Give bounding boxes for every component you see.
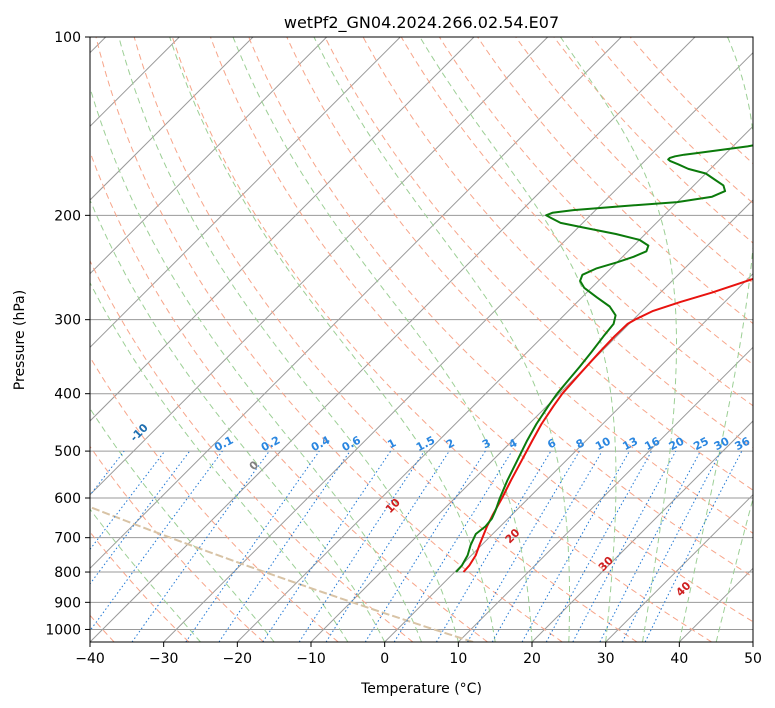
mixing-ratio-label: 16 [643,434,663,453]
dry-adiabat-line [591,37,753,204]
x-tick-label: −20 [223,651,253,667]
x-tick-label: −10 [296,651,326,667]
dry-adiabat-line [400,37,753,407]
dry-adiabat-line [171,37,712,642]
moist-adiabat-line [90,198,386,642]
isotherm-line [90,37,401,349]
isotherm-line [384,272,753,642]
boundary-curve [90,505,474,642]
y-tick-label: 700 [54,531,81,547]
dewpoint-profile-line [455,144,753,573]
x-axis: −40 −30 −20 −10 0 10 20 30 40 50 [75,642,762,667]
moist-adiabat-line [559,37,677,642]
mixing-ratio-line [521,450,630,642]
x-tick-label: 40 [670,651,688,667]
moist-adiabat-line [169,37,496,642]
mixing-ratio-label: 13 [620,435,640,454]
mixing-ratio-line [131,450,270,642]
y-tick-label: 400 [54,387,81,403]
sounding-series [455,144,753,573]
dry-adiabat-line [95,37,563,642]
moist-adiabat-line [90,281,349,642]
y-axis-title: Pressure (hPa) [12,290,28,390]
y-tick-label: 300 [54,313,81,329]
chart-title: wetPf2_GN04.2024.266.02.54.E07 [284,13,559,33]
plot-frame [89,36,754,643]
y-axis: 100 200 300 400 500 600 700 800 900 1000 [45,30,90,638]
dry-adiabat-line [248,37,753,578]
x-tick-label: 0 [380,651,389,667]
y-tick-label: 100 [54,30,81,46]
mixing-ratio-label: 20 [667,434,687,453]
mixing-ratio-line [90,450,166,551]
dry-adiabat-line [515,37,753,284]
mixing-ratio-label: 10 [593,434,613,453]
mixing-ratio-label: 36 [733,434,753,453]
mixing-ratio-label: 25 [691,435,711,454]
mixing-ratio-label: 30 [712,434,732,453]
x-tick-label: −40 [75,651,105,667]
y-tick-label: 900 [54,595,81,611]
mixing-ratio-line [262,450,392,642]
mixing-ratio-line [393,450,513,642]
x-axis-title: Temperature (°C) [360,681,482,697]
y-tick-label: 800 [54,565,81,581]
y-tick-label: 1000 [45,622,81,638]
moist-adiabat-line [118,37,459,642]
dry-adiabat-line [133,37,638,642]
dry-adiabat-line [90,259,414,642]
mixing-ratio-line [218,450,351,642]
mixing-ratio-line [185,450,320,642]
mixing-ratio-line [90,450,223,632]
moist-adiabat-line [232,37,533,642]
isotherm-line [90,37,475,422]
isotherm-line [163,51,753,642]
dry-adiabat-line [362,37,753,449]
mixing-ratio-line [325,450,450,642]
mixing-ratio-line [572,450,677,642]
isotherm-line [90,37,328,275]
dry-adiabat-line [210,37,753,623]
isotherm-line [90,37,622,570]
dry-adiabat-line [90,445,264,642]
y-tick-label: 600 [54,491,81,507]
y-tick-label: 500 [54,444,81,460]
x-tick-label: 10 [449,651,467,667]
x-tick-label: −30 [149,651,179,667]
isotherm-line [90,37,696,642]
mixing-ratio-line [545,450,653,642]
isotherm-line [531,420,753,642]
mixing-ratio-line [90,450,191,585]
dry-adiabat-line [324,37,753,491]
mixing-ratio-line [644,450,743,642]
moist-adiabat-line [715,496,753,642]
y-tick-label: 200 [54,208,81,224]
moist-adiabat-line [678,37,753,642]
isotherm-line [457,346,753,642]
moist-adiabat-line [90,85,422,642]
x-tick-label: 50 [744,651,762,667]
x-tick-label: 20 [523,651,541,667]
mixing-ratio-line [298,450,425,642]
isotherm-line [236,125,753,642]
background-lines [90,37,753,642]
dry-adiabat-line [629,37,753,165]
moist-adiabat-line [313,37,570,642]
x-tick-label: 30 [597,651,615,667]
isotherm-line [605,493,753,642]
isotherm-line [90,37,254,201]
moist-adiabat-line [90,508,201,642]
isotherm-line [90,37,549,496]
dry-adiabat-line [477,37,753,325]
